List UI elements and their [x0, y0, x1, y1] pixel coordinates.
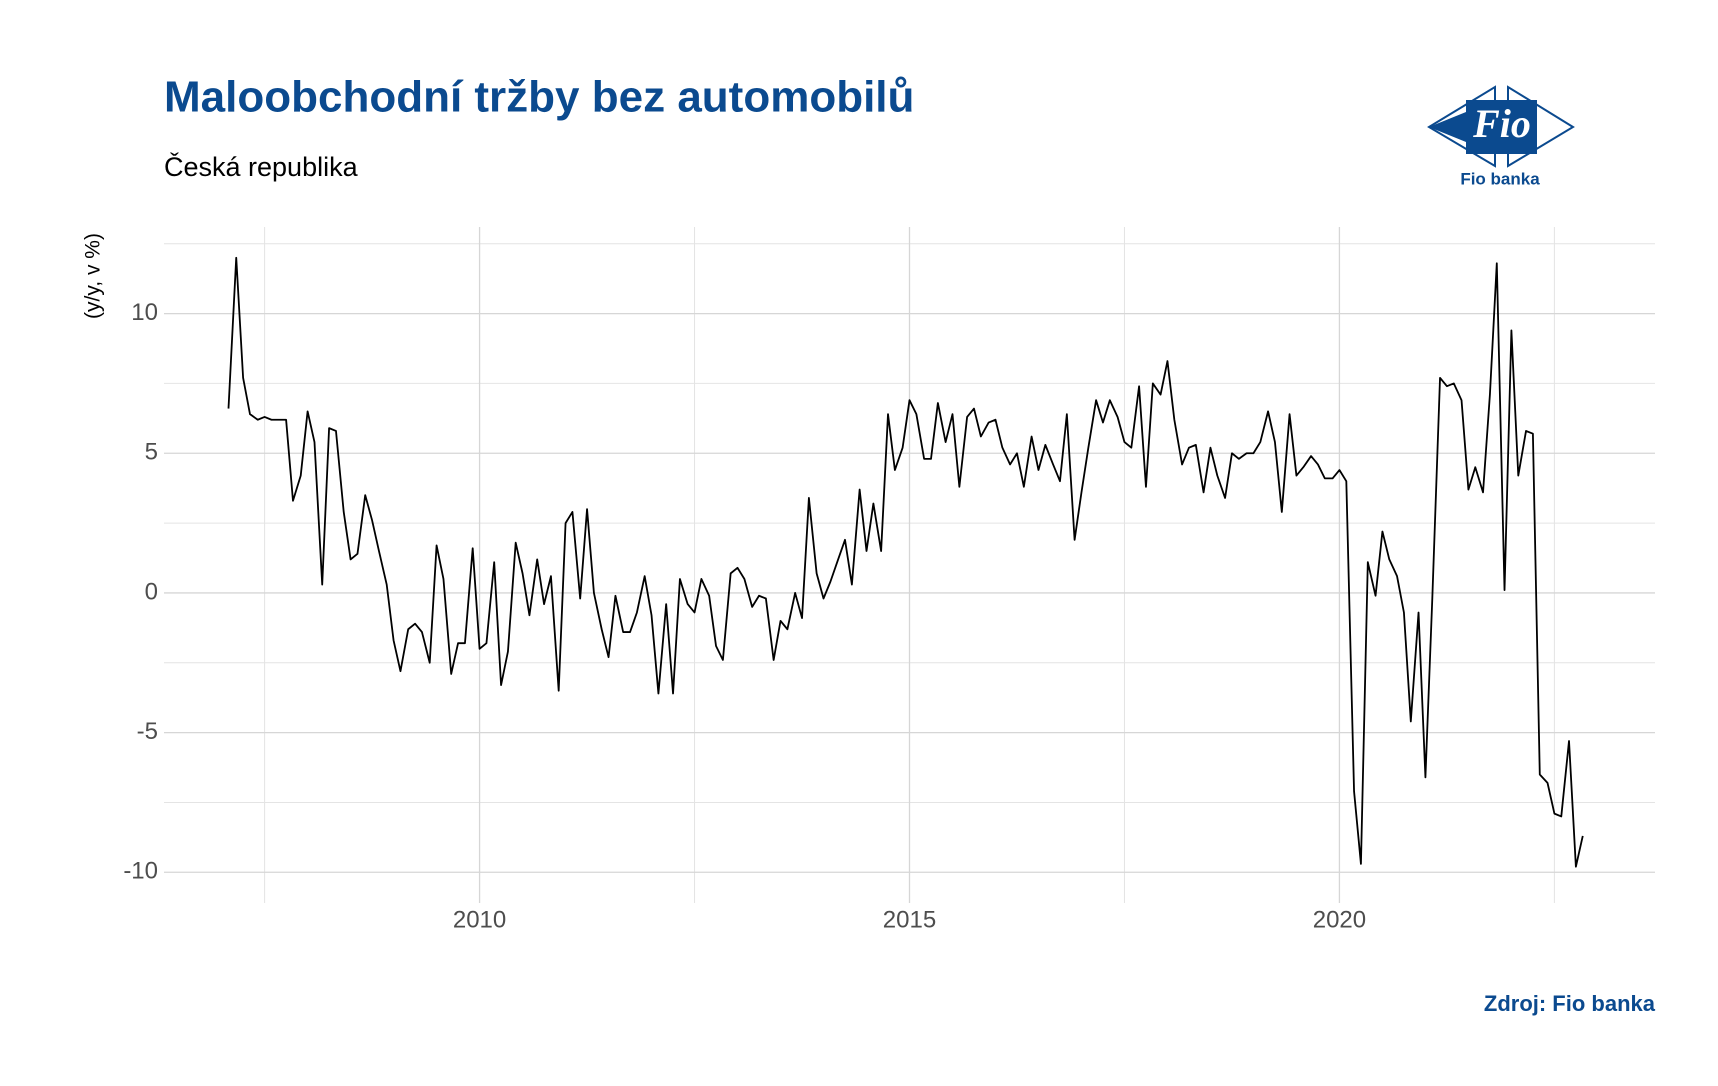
y-tick-label: -5: [137, 718, 158, 745]
source: Zdroj: Fio banka: [1484, 991, 1656, 1016]
logo-caption: Fio banka: [1460, 169, 1540, 188]
logo: Fio Fio banka: [1427, 85, 1575, 188]
logo-arrow: [1429, 112, 1466, 142]
chart-title: Maloobchodní tržby bez automobilů: [164, 73, 914, 122]
x-tick-label: 2020: [1313, 906, 1366, 933]
x-tick-label: 2015: [883, 906, 936, 933]
logo-box: [1466, 100, 1537, 154]
plot: [227, 256, 1584, 868]
logo-text: Fio: [1472, 101, 1531, 146]
line: [227, 256, 1584, 868]
y-tick-label: 0: [145, 578, 158, 605]
y-axis-label: (y/y, v %): [82, 233, 105, 319]
y-tick-label: -10: [123, 858, 158, 885]
chart-subtitle: Česká republika: [164, 151, 359, 182]
grid: -10 -5 0 5 10 2010 2015 2020: [123, 227, 1655, 933]
y-tick-label: 5: [145, 439, 158, 466]
x-tick-label: 2010: [453, 906, 506, 933]
y-tick-label: 10: [131, 299, 158, 326]
